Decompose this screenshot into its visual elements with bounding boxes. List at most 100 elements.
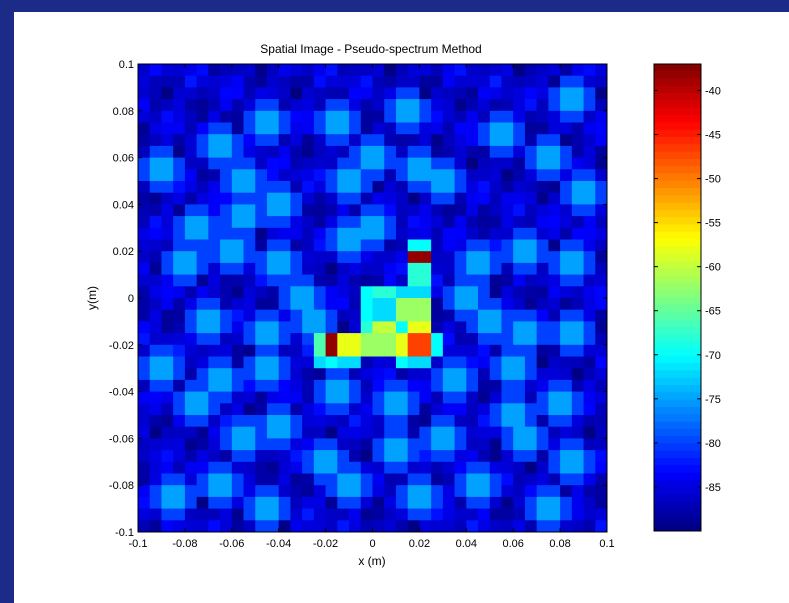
heatmap-cell bbox=[243, 157, 256, 170]
heatmap-cell bbox=[372, 286, 385, 299]
heatmap-cell bbox=[583, 181, 596, 194]
heatmap-cell bbox=[266, 99, 280, 112]
heatmap-cell bbox=[208, 461, 221, 474]
heatmap-cell bbox=[560, 110, 573, 123]
heatmap-cell bbox=[384, 134, 397, 147]
colorbar-band bbox=[654, 195, 701, 204]
heatmap-cell bbox=[489, 169, 502, 182]
heatmap-cell bbox=[548, 485, 561, 498]
heatmap-cell bbox=[395, 344, 409, 357]
heatmap-cell bbox=[349, 333, 362, 346]
heatmap-cell bbox=[524, 391, 538, 404]
heatmap-cell bbox=[583, 309, 596, 322]
heatmap-cell bbox=[524, 251, 538, 264]
heatmap-cell bbox=[407, 520, 420, 533]
heatmap-cell bbox=[478, 344, 491, 357]
heatmap-cell bbox=[513, 110, 526, 123]
heatmap-cell bbox=[548, 110, 561, 123]
heatmap-cell bbox=[501, 309, 514, 322]
heatmap-cell bbox=[360, 298, 373, 311]
heatmap-cell bbox=[466, 145, 479, 158]
heatmap-cell bbox=[372, 496, 385, 509]
heatmap-cell bbox=[266, 227, 280, 240]
heatmap-cell bbox=[149, 520, 162, 533]
heatmap-cell bbox=[466, 379, 479, 392]
heatmap-cell bbox=[478, 356, 491, 369]
heatmap-cell bbox=[419, 262, 432, 275]
heatmap-cell bbox=[266, 438, 280, 451]
heatmap-cell bbox=[501, 262, 514, 275]
heatmap-cell bbox=[407, 122, 420, 135]
heatmap-cell bbox=[466, 450, 479, 463]
heatmap-cell bbox=[325, 110, 338, 123]
heatmap-cell bbox=[231, 415, 244, 428]
heatmap-cell bbox=[220, 461, 233, 474]
heatmap-cell bbox=[208, 192, 221, 205]
heatmap-cell bbox=[384, 415, 397, 428]
heatmap-cell bbox=[208, 251, 221, 264]
heatmap-cell bbox=[372, 239, 385, 252]
heatmap-cell bbox=[548, 403, 561, 416]
heatmap-cell bbox=[395, 227, 409, 240]
heatmap-cell bbox=[395, 508, 409, 521]
heatmap-cell bbox=[571, 344, 584, 357]
heatmap-cell bbox=[489, 122, 502, 135]
heatmap-cell bbox=[384, 122, 397, 135]
heatmap-cell bbox=[489, 485, 502, 498]
heatmap-cell bbox=[571, 239, 584, 252]
heatmap-cell bbox=[161, 145, 174, 158]
heatmap-cell bbox=[243, 227, 256, 240]
heatmap-cell bbox=[266, 145, 280, 158]
heatmap-cell bbox=[302, 298, 315, 311]
heatmap-cell bbox=[571, 192, 584, 205]
heatmap-cell bbox=[266, 122, 280, 135]
heatmap-cell bbox=[278, 415, 291, 428]
heatmap-cell bbox=[173, 286, 186, 299]
heatmap-cell bbox=[536, 333, 549, 346]
heatmap-cell bbox=[536, 485, 549, 498]
heatmap-cell bbox=[220, 64, 233, 77]
heatmap-cell bbox=[595, 216, 608, 229]
heatmap-cell bbox=[431, 122, 444, 135]
heatmap-cell bbox=[442, 134, 455, 147]
heatmap-cell bbox=[266, 391, 280, 404]
heatmap-cell bbox=[431, 403, 444, 416]
heatmap-cell bbox=[231, 216, 244, 229]
heatmap-cell bbox=[337, 450, 350, 463]
heatmap-cell bbox=[454, 204, 467, 217]
heatmap-cell bbox=[431, 473, 444, 486]
heatmap-cell bbox=[231, 321, 244, 334]
heatmap-cell bbox=[384, 473, 397, 486]
heatmap-cell bbox=[337, 99, 350, 112]
heatmap-cell bbox=[454, 391, 467, 404]
heatmap-cell bbox=[548, 227, 561, 240]
heatmap-cell bbox=[149, 99, 162, 112]
heatmap-cell bbox=[243, 333, 256, 346]
heatmap-cell bbox=[325, 145, 338, 158]
heatmap-cell bbox=[478, 75, 491, 88]
heatmap-cell bbox=[196, 403, 209, 416]
heatmap-cell bbox=[149, 227, 162, 240]
heatmap-cell bbox=[290, 485, 303, 498]
heatmap-cell bbox=[138, 426, 151, 439]
heatmap-cell bbox=[325, 309, 338, 322]
heatmap-cell bbox=[431, 157, 444, 170]
heatmap-cell bbox=[419, 415, 432, 428]
heatmap-cell bbox=[384, 496, 397, 509]
heatmap-cell bbox=[419, 333, 432, 346]
heatmap-cell bbox=[571, 227, 584, 240]
colorbar-band bbox=[654, 217, 701, 225]
heatmap-cell bbox=[372, 262, 385, 275]
heatmap-cell bbox=[466, 122, 479, 135]
heatmap-cell bbox=[313, 344, 327, 357]
heatmap-cell bbox=[149, 368, 162, 381]
heatmap-cell bbox=[220, 333, 233, 346]
heatmap-cell bbox=[454, 415, 467, 428]
heatmap-cell bbox=[302, 391, 315, 404]
heatmap-cell bbox=[138, 438, 151, 451]
heatmap-cell bbox=[349, 368, 362, 381]
heatmap-cell bbox=[208, 356, 221, 369]
heatmap-cell bbox=[489, 286, 502, 299]
heatmap-cell bbox=[595, 298, 608, 311]
heatmap-cell bbox=[255, 379, 268, 392]
